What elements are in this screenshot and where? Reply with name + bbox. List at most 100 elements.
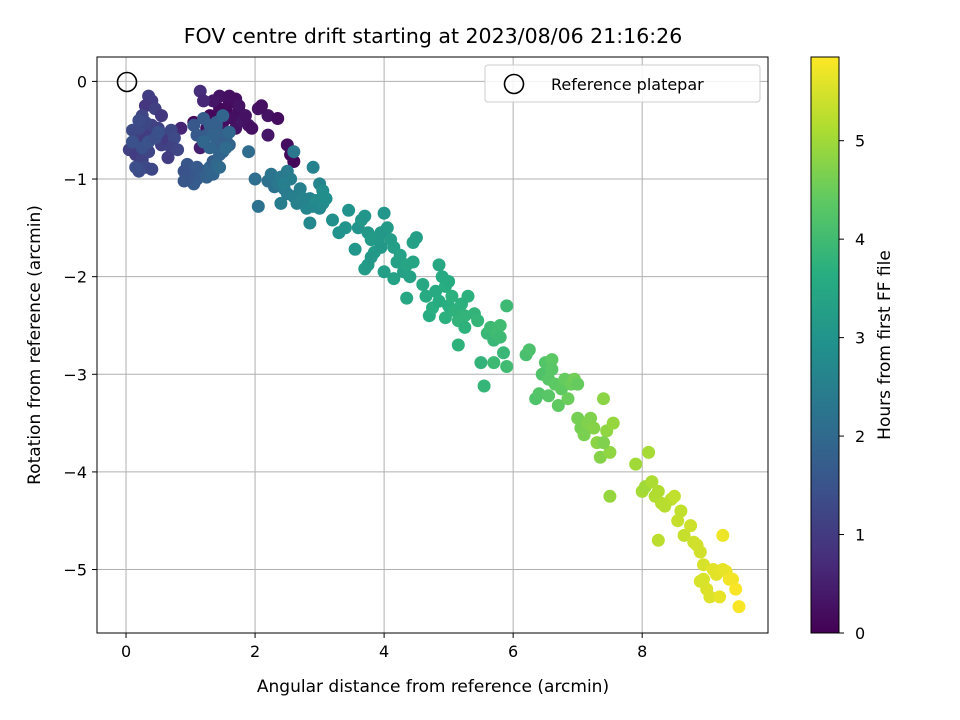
colorbar-tick-label: 0 — [855, 624, 865, 643]
data-point — [232, 99, 246, 113]
data-point — [145, 162, 159, 176]
colorbar-gradient — [810, 56, 840, 634]
data-point — [242, 145, 256, 159]
data-point — [693, 574, 707, 588]
x-tick-label: 6 — [508, 642, 518, 661]
data-point — [364, 250, 378, 264]
data-point — [274, 196, 288, 210]
colorbar-ticks: 0 1 2 3 4 5 — [839, 132, 865, 643]
data-point — [271, 112, 285, 125]
y-tick-label: −1 — [63, 170, 87, 189]
legend-box — [484, 64, 761, 103]
data-point — [303, 216, 317, 230]
data-point — [155, 109, 168, 123]
data-point — [716, 528, 730, 542]
x-axis-ticks: 0 2 4 6 8 — [121, 633, 647, 661]
data-point — [177, 164, 191, 178]
chart-title: FOV centre drift starting at 2023/08/06 … — [184, 24, 683, 48]
x-axis-label: Angular distance from reference (arcmin) — [257, 677, 609, 697]
data-point — [716, 563, 730, 576]
data-point — [338, 221, 352, 235]
data-point — [416, 278, 430, 291]
data-point — [406, 255, 420, 269]
data-point — [677, 528, 691, 542]
data-point — [587, 421, 601, 435]
data-point — [393, 248, 407, 262]
data-point — [248, 172, 262, 186]
data-point — [326, 213, 339, 227]
x-tick-label: 2 — [250, 642, 260, 661]
colorbar-tick-label: 1 — [855, 526, 865, 545]
data-point — [374, 240, 388, 254]
legend: Reference platepar — [484, 64, 761, 103]
data-point — [584, 411, 598, 425]
y-tick-label: −3 — [63, 365, 87, 384]
data-point — [203, 141, 217, 155]
data-point — [571, 411, 585, 425]
data-point — [403, 270, 417, 284]
data-point — [245, 121, 259, 135]
data-point — [255, 99, 268, 113]
data-point — [429, 284, 443, 298]
data-point — [348, 242, 362, 256]
data-point — [161, 151, 175, 165]
data-point — [358, 209, 372, 223]
data-point — [571, 377, 585, 391]
legend-label-reference: Reference platepar — [551, 75, 704, 94]
data-point — [342, 203, 356, 217]
data-point — [693, 545, 707, 559]
x-tick-label: 8 — [637, 642, 647, 661]
data-point — [477, 379, 491, 393]
data-point — [438, 311, 452, 325]
colorbar: 0 1 2 3 4 5 Hours from first FF file — [810, 56, 895, 643]
data-point — [667, 489, 681, 503]
data-point — [442, 275, 456, 288]
data-point — [206, 128, 220, 142]
data-point — [167, 131, 181, 145]
plot-frame — [96, 56, 769, 634]
data-point — [374, 226, 388, 240]
data-point — [645, 475, 659, 489]
data-point — [597, 392, 610, 406]
data-point — [177, 174, 191, 188]
data-point — [713, 590, 727, 604]
data-point — [500, 299, 514, 313]
reference-point-marker — [116, 71, 138, 93]
data-point — [126, 135, 139, 149]
data-point — [629, 457, 643, 471]
data-point — [213, 160, 227, 174]
data-point — [219, 141, 233, 155]
data-point — [651, 484, 665, 498]
data-point — [551, 399, 565, 412]
data-point — [603, 489, 617, 503]
colorbar-label: Hours from first FF file — [875, 250, 895, 440]
data-point — [387, 272, 401, 286]
data-point — [287, 145, 301, 159]
data-point — [593, 450, 607, 464]
data-point — [732, 600, 746, 614]
data-point — [432, 258, 446, 272]
data-point — [171, 143, 185, 157]
data-point — [206, 94, 220, 108]
y-tick-label: 0 — [77, 72, 87, 91]
data-point — [458, 320, 472, 334]
y-axis-label: Rotation from reference (arcmin) — [25, 205, 45, 485]
data-point — [577, 428, 591, 442]
scatter-points — [122, 84, 746, 614]
data-point — [545, 362, 559, 376]
data-point — [651, 533, 665, 547]
data-point — [187, 118, 201, 132]
data-point — [493, 330, 507, 344]
data-point — [222, 125, 236, 139]
data-point — [545, 353, 559, 367]
data-point — [684, 519, 698, 533]
colorbar-tick-label: 5 — [855, 132, 865, 151]
data-point — [306, 160, 320, 174]
data-point — [561, 392, 575, 406]
data-point — [497, 346, 510, 360]
colorbar-tick-label: 3 — [855, 329, 865, 348]
data-point — [726, 572, 739, 586]
data-point — [400, 291, 414, 305]
data-point — [461, 289, 475, 303]
